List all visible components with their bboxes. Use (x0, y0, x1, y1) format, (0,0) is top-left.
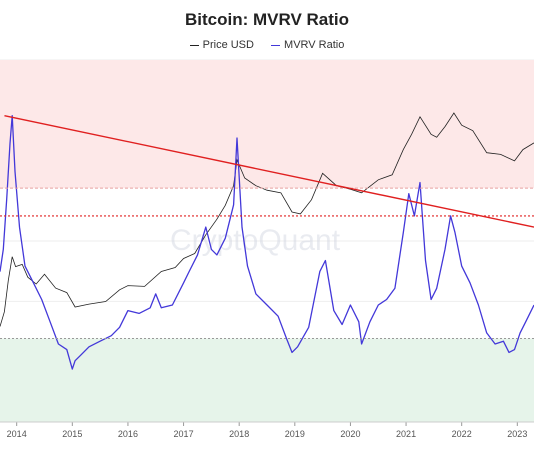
x-tick-label: 2015 (62, 429, 82, 439)
x-axis: 2014 2015 2016 2017 2018 2019 2020 2021 2022 2023 (0, 421, 534, 439)
price-usd-line (0, 112, 534, 327)
x-tick-label: 2019 (285, 429, 305, 439)
mvrv-trendline (4, 115, 534, 228)
overvalued-zone (0, 60, 534, 189)
legend-item-mvrv[interactable]: MVRV Ratio (271, 39, 344, 51)
annotation-layer (0, 115, 534, 339)
legend-swatch-mvrv (271, 44, 281, 46)
x-tick-label: 2014 (7, 429, 27, 439)
legend-label-mvrv: MVRV Ratio (284, 39, 345, 51)
chart-legend: Price USD MVRV Ratio (0, 39, 534, 51)
chart-title: Bitcoin: MVRV Ratio (184, 10, 350, 29)
x-tick-label: 2022 (452, 429, 472, 439)
x-tick-label: 2016 (118, 429, 138, 439)
x-tick-label: 2018 (229, 429, 249, 439)
x-tick-label: 2020 (340, 429, 360, 439)
undervalued-zone (0, 338, 534, 422)
valuation-zones (0, 60, 534, 422)
x-tick-label: 2021 (396, 429, 416, 439)
mvrv-ratio-line (0, 115, 534, 370)
legend-label-price: Price USD (202, 39, 254, 51)
series-layer (0, 112, 534, 370)
x-tick-label: 2023 (507, 429, 527, 439)
legend-item-price[interactable]: Price USD (189, 39, 254, 51)
legend-swatch-price (189, 44, 199, 46)
x-tick-label: 2017 (174, 429, 194, 439)
